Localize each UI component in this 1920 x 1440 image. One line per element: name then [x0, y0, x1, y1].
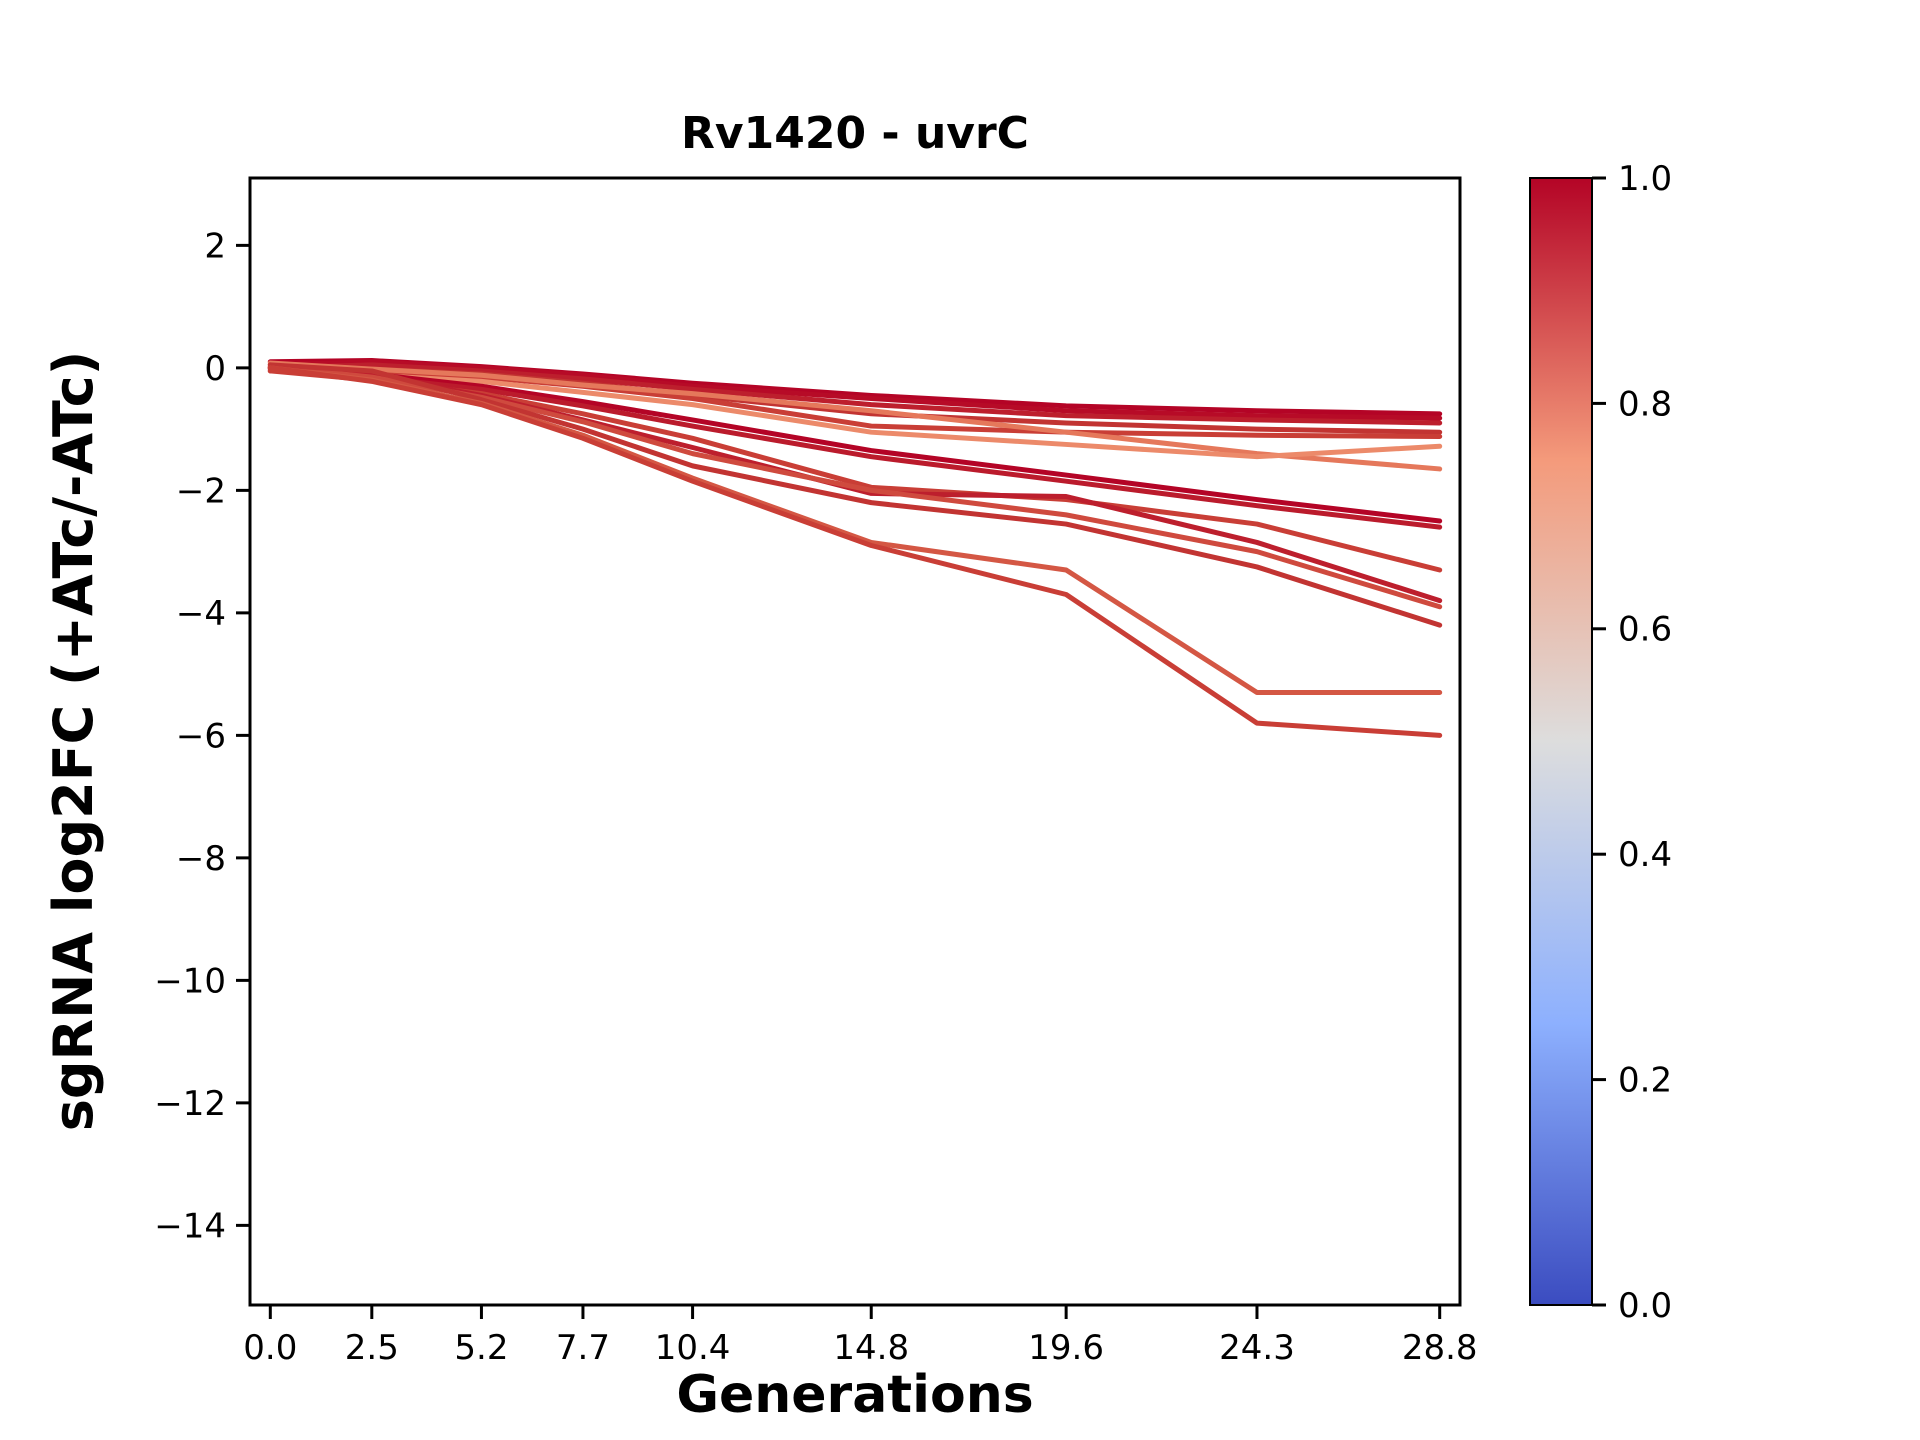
y-tick-label: −6 [176, 716, 226, 756]
colorbar-tick-label: 0.6 [1618, 610, 1672, 650]
x-axis-label: Generations [676, 1365, 1033, 1425]
colorbar-tick-label: 0.0 [1618, 1286, 1672, 1326]
y-tick-label: −10 [154, 961, 226, 1001]
y-tick-label: −12 [154, 1084, 226, 1124]
y-axis-label: sgRNA log2FC (+ATc/-ATc) [42, 351, 105, 1132]
series-line [267, 360, 1443, 472]
plot-border [248, 176, 1462, 1307]
series-line [267, 364, 1443, 610]
x-tick-label: 10.4 [655, 1328, 731, 1368]
x-tick-label: 24.3 [1219, 1328, 1295, 1368]
x-tick-label: 28.8 [1402, 1328, 1478, 1368]
x-tick-label: 0.0 [243, 1328, 297, 1368]
y-axis-ticks: 2 0 −2 −4 −6 −8 −10 −12 −14 [154, 226, 250, 1246]
series-line [267, 364, 1443, 439]
series-line [267, 362, 1443, 628]
x-tick-label: 2.5 [345, 1328, 399, 1368]
series-line [267, 365, 1443, 738]
colorbar-tick-label: 0.2 [1618, 1061, 1672, 1101]
y-tick-label: −8 [176, 839, 226, 879]
y-tick-label: −2 [176, 471, 226, 511]
colorbar-tick-label: 1.0 [1618, 159, 1672, 199]
colorbar-tick-label: 0.8 [1618, 384, 1672, 424]
series-line [267, 359, 1443, 421]
series-line [267, 362, 1443, 426]
plot-lines [267, 358, 1443, 738]
chart-title: Rv1420 - uvrC [681, 108, 1029, 159]
x-tick-label: 19.6 [1028, 1328, 1104, 1368]
y-tick-label: 2 [204, 226, 226, 266]
colorbar-ticks: 0.0 0.2 0.4 0.6 0.8 1.0 [1592, 159, 1672, 1326]
y-tick-label: −14 [154, 1206, 226, 1246]
x-tick-label: 5.2 [454, 1328, 508, 1368]
x-tick-label: 14.8 [833, 1328, 909, 1368]
x-axis-ticks: 0.0 2.5 5.2 7.7 10.4 14.8 19.6 24.3 28.8 [243, 1305, 1478, 1368]
y-tick-label: 0 [204, 349, 226, 389]
colorbar [1529, 177, 1593, 1306]
colorbar-tick-label: 0.4 [1618, 835, 1672, 875]
y-tick-label: −4 [176, 594, 226, 634]
x-tick-label: 7.7 [556, 1328, 610, 1368]
